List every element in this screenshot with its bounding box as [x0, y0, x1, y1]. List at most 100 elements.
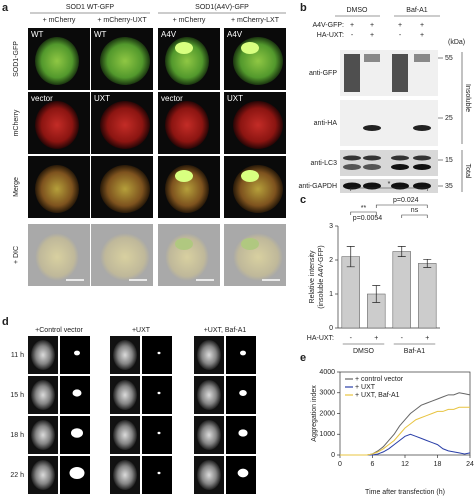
x-axis-label: HA-UXT:	[307, 335, 334, 342]
y-axis-label: Relative intensity	[309, 250, 316, 303]
aggregate-mask	[69, 467, 85, 479]
series-line	[340, 433, 471, 456]
x-tick-label: +	[425, 335, 429, 342]
cell	[113, 340, 137, 370]
blot-label: anti-GAPDH	[298, 183, 337, 190]
sign: +	[420, 32, 424, 39]
image-label: A4V	[161, 30, 177, 39]
aggregate-mask	[157, 431, 161, 435]
unit: (kDa)	[448, 39, 465, 46]
blot	[340, 150, 438, 176]
sign: +	[370, 32, 374, 39]
band	[343, 164, 361, 170]
fraction-label: Insoluble	[464, 84, 471, 112]
annotation: **	[361, 205, 367, 212]
image-label: A4V	[227, 30, 243, 39]
sign: -	[399, 32, 402, 39]
band	[413, 125, 431, 131]
band	[363, 125, 381, 131]
x-tick-label: +	[374, 335, 378, 342]
aggregate	[175, 238, 193, 250]
sign: +	[350, 22, 354, 29]
cell	[113, 380, 137, 410]
marker: 25	[445, 115, 453, 122]
sign: +	[398, 22, 402, 29]
group-label: DMSO	[353, 348, 375, 355]
cell	[35, 233, 79, 281]
cell	[197, 460, 221, 490]
column-label: + mCherry	[43, 17, 76, 24]
band	[391, 155, 409, 161]
marker: 55	[445, 55, 453, 62]
x-tick-label: 0	[338, 461, 342, 468]
x-tick-label: 6	[371, 461, 375, 468]
band	[413, 155, 431, 161]
x-tick-label: 24	[466, 461, 474, 468]
panel-label: e	[300, 352, 306, 364]
cell	[31, 340, 55, 370]
panel-label: c	[300, 194, 306, 206]
cell	[197, 420, 221, 450]
significance-bracket	[401, 214, 428, 218]
column-label: + mCherry-LXT	[231, 17, 280, 24]
row-label: HA-UXT:	[317, 32, 344, 39]
aggregate-mask	[74, 350, 80, 356]
cell	[197, 380, 221, 410]
aggregate-mask	[72, 389, 82, 397]
band	[364, 54, 380, 62]
sign: -	[351, 32, 354, 39]
cell	[100, 165, 150, 213]
y-tick-label: 1000	[319, 431, 335, 438]
x-tick-label: -	[401, 335, 404, 342]
band	[343, 155, 361, 161]
y-axis-label: (insoluble A4V-GFP)	[318, 245, 325, 308]
row-label: 18 h	[10, 432, 24, 439]
image-label: vector	[31, 94, 53, 103]
marker: 15	[445, 157, 453, 164]
aggregate	[241, 238, 259, 250]
band	[413, 182, 431, 190]
band	[414, 54, 430, 62]
column-label: +UXT, Baf-A1	[204, 327, 247, 334]
error-bar	[372, 285, 381, 303]
legend-label: + UXT	[355, 384, 376, 391]
aggregate-mask	[157, 351, 161, 355]
legend-label: + UXT, Baf-A1	[355, 392, 400, 399]
band	[391, 182, 409, 190]
aggregate	[175, 42, 193, 54]
y-tick-label: 3	[329, 223, 333, 230]
column-label: +Control vector	[35, 327, 83, 334]
aggregate	[241, 170, 259, 182]
micrograph	[226, 336, 256, 374]
blot	[340, 100, 438, 146]
aggregate-mask	[238, 429, 248, 437]
band	[363, 155, 381, 161]
column-label: +UXT	[132, 327, 151, 334]
x-tick-label: 12	[401, 461, 409, 468]
error-bar	[346, 246, 355, 268]
cell	[100, 101, 150, 149]
cell	[165, 101, 209, 149]
micrograph	[142, 376, 172, 414]
row-label: + DIC	[13, 246, 20, 264]
aggregate	[175, 170, 193, 182]
error-bar	[397, 246, 406, 257]
image-label: UXT	[94, 94, 110, 103]
column-label: + mCherry	[173, 17, 206, 24]
x-axis-label: Time after transfection (h)	[365, 489, 445, 496]
sign: +	[370, 22, 374, 29]
x-tick-label: 18	[434, 461, 442, 468]
cell	[100, 233, 150, 281]
band	[344, 54, 360, 92]
bar	[392, 251, 411, 329]
image-label: WT	[94, 30, 107, 39]
cell	[35, 37, 79, 85]
aggregate-mask	[237, 468, 249, 478]
bar	[418, 263, 437, 329]
y-tick-label: 3000	[319, 390, 335, 397]
band	[391, 164, 409, 170]
group-label: Baf-A1	[404, 348, 426, 355]
cell	[197, 340, 221, 370]
cell	[233, 37, 283, 85]
cell	[233, 233, 283, 281]
